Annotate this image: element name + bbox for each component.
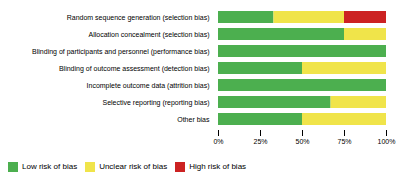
svg-text:Blinding of participants and p: Blinding of participants and personnel (… xyxy=(32,48,209,56)
svg-text:Allocation concealment (select: Allocation concealment (selection bias) xyxy=(88,31,209,39)
svg-text:Incomplete outcome data (attri: Incomplete outcome data (attrition bias) xyxy=(87,82,210,90)
svg-text:Blinding of outcome assessment: Blinding of outcome assessment (detectio… xyxy=(59,65,210,73)
svg-text:Random sequence generation (se: Random sequence generation (selection bi… xyxy=(67,14,210,22)
html-text:High risk of bias: High risk of bias xyxy=(189,162,247,171)
svg-text:75%: 75% xyxy=(337,138,351,145)
svg-text:25%: 25% xyxy=(253,138,267,145)
html-text:Unclear risk of bias: Unclear risk of bias xyxy=(99,162,168,171)
svg-text:100%: 100% xyxy=(378,138,396,145)
svg-text:Other bias: Other bias xyxy=(177,116,210,123)
html-text:Low risk of bias: Low risk of bias xyxy=(22,162,78,171)
svg-text:Selective reporting (reporting: Selective reporting (reporting bias) xyxy=(103,99,210,107)
svg-text:0%: 0% xyxy=(213,138,223,145)
svg-text:50%: 50% xyxy=(295,138,309,145)
